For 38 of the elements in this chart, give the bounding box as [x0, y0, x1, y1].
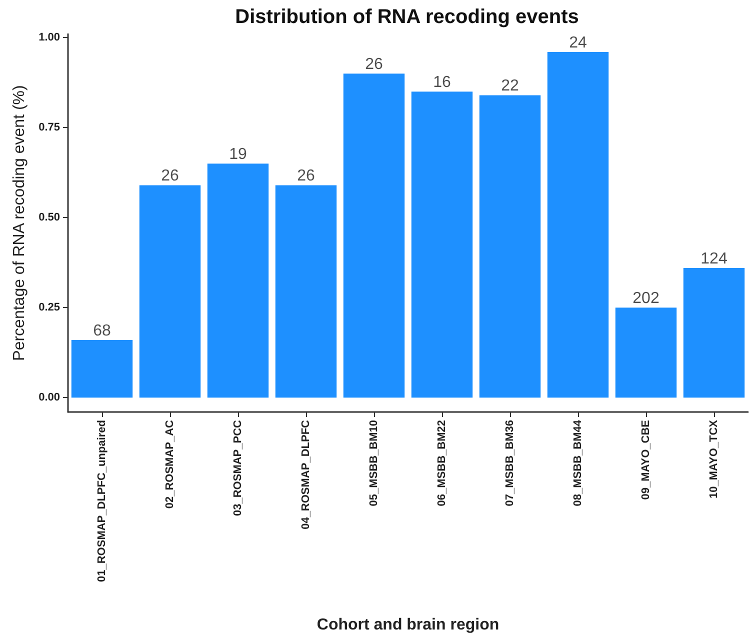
y-tick-label: 0.00 [38, 392, 60, 404]
bar [71, 340, 133, 398]
x-tick-label: 06_MSBB_BM22 [436, 420, 448, 506]
annotation: 26 [161, 168, 179, 185]
x-axis-title: Cohort and brain region [316, 616, 500, 634]
bar [411, 92, 473, 398]
x-tick-label: 03_ROSMAP_PCC [232, 420, 244, 516]
bar [343, 74, 405, 398]
x-tick-label: 10_MAYO_TCX [708, 419, 720, 498]
annotation: 124 [700, 250, 728, 268]
y-axis-title: Percentage of RNA recoding event (%) [11, 85, 28, 361]
annotation: 26 [297, 168, 315, 185]
bar [683, 268, 745, 398]
x-tick-label: 01_ROSMAP_DLPFC_unpaired [96, 420, 108, 582]
x-tick-label: 05_MSBB_BM10 [368, 420, 380, 506]
y-tick-label: 1.00 [38, 32, 60, 44]
bar [479, 95, 541, 398]
chart-title: Distribution of RNA recoding events [235, 6, 579, 28]
y-tick-label: 0.25 [38, 302, 60, 314]
x-tick-label: 09_MAYO_CBE [640, 420, 652, 500]
bar [207, 164, 269, 398]
x-tick-label: 02_ROSMAP_AC [164, 420, 176, 509]
x-tick-label: 08_MSBB_BM44 [572, 419, 584, 506]
bar [139, 185, 201, 398]
annotation: 26 [365, 56, 383, 74]
annotation: 202 [632, 290, 660, 308]
bar [275, 185, 337, 398]
annotation: 24 [569, 34, 587, 52]
y-tick-label: 0.75 [38, 122, 60, 134]
x-tick-label: 07_MSBB_BM36 [504, 420, 516, 506]
annotation: 19 [229, 146, 247, 164]
bar [615, 308, 677, 398]
bar [547, 52, 609, 398]
annotation: 22 [501, 78, 519, 95]
y-tick-label: 0.50 [38, 212, 60, 224]
annotation: 16 [433, 74, 451, 92]
x-tick-label: 04_ROSMAP_DLPFC [300, 420, 312, 530]
annotation: 68 [93, 322, 111, 340]
